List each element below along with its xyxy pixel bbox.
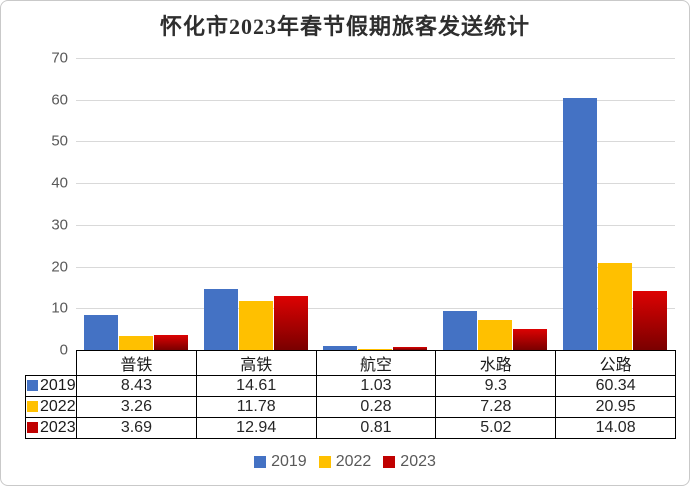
gridlines bbox=[76, 58, 675, 350]
table-header-row-el: 普铁 高铁 航空 水路 公路 bbox=[26, 350, 676, 376]
bar-2019-公路 bbox=[563, 98, 598, 350]
y-tick-label: 10 bbox=[51, 299, 68, 317]
table-value-cell: 9.3 bbox=[435, 375, 557, 397]
row-header-2023: 2023 bbox=[25, 417, 77, 439]
bar-2022-普铁 bbox=[118, 336, 153, 350]
table-header-航空: 航空 bbox=[315, 350, 437, 376]
gridline bbox=[76, 308, 675, 310]
chart-title: 怀化市2023年春节假期旅客发送统计 bbox=[159, 14, 530, 39]
legend-swatch-icon-2023 bbox=[383, 456, 396, 468]
table-value-cell: 14.61 bbox=[195, 375, 317, 397]
table-row-2023: 2023 3.69 12.94 0.81 5.02 14.08 bbox=[25, 417, 676, 439]
data-table: 普铁 高铁 航空 水路 公路 2019 8.43 14.61 1.03 9.3 60.34 2022… bbox=[25, 350, 676, 439]
legend-item-2022: 2022 bbox=[318, 453, 372, 471]
table-header-高铁: 高铁 bbox=[195, 350, 317, 376]
legend-item-2023: 2023 bbox=[383, 453, 436, 471]
y-axis-labels: 0 10 20 30 40 50 60 70 bbox=[1, 50, 68, 359]
bar-2023-公路 bbox=[633, 291, 668, 350]
legend-key-icon-2022 bbox=[27, 401, 38, 412]
table-row-2019: 2019 8.43 14.61 1.03 9.3 60.34 bbox=[25, 375, 676, 397]
bar-2022-公路 bbox=[598, 262, 633, 350]
legend-swatch-icon-2019 bbox=[254, 456, 267, 468]
row-header-label: 2022 bbox=[40, 398, 76, 415]
table-value-cell: 20.95 bbox=[555, 396, 676, 418]
gridline bbox=[76, 266, 675, 268]
bar-2019-普铁 bbox=[83, 314, 118, 350]
table-value-cell: 0.28 bbox=[315, 396, 437, 418]
gridline bbox=[76, 224, 675, 226]
table-value-cell: 14.08 bbox=[555, 417, 676, 439]
legend-item-2019: 2019 bbox=[254, 453, 307, 471]
y-tick-label: 70 bbox=[51, 49, 68, 67]
legend-key-icon-2019 bbox=[27, 380, 38, 391]
y-tick-label: 0 bbox=[59, 341, 68, 359]
table-body: 2019 8.43 14.61 1.03 9.3 60.34 2022 3.26 11.78 0.… bbox=[25, 375, 676, 439]
bar-groups bbox=[76, 58, 675, 350]
bar-2022-航空 bbox=[358, 348, 393, 350]
bar-2022-水路 bbox=[478, 319, 513, 350]
table-value-cell: 1.03 bbox=[315, 375, 437, 397]
table-value-cell: 5.02 bbox=[435, 417, 557, 439]
gridline bbox=[76, 58, 675, 59]
table-header-水路: 水路 bbox=[435, 350, 557, 376]
table-value-cell: 12.94 bbox=[195, 417, 317, 439]
y-tick-label: 50 bbox=[51, 132, 68, 150]
table-value-cell: 3.26 bbox=[76, 396, 197, 418]
table-header-普铁: 普铁 bbox=[76, 350, 197, 376]
bar-group-高铁 bbox=[196, 58, 316, 350]
bar-group-水路 bbox=[435, 58, 555, 350]
table-header-公路: 公路 bbox=[555, 350, 676, 376]
table-value-cell: 3.69 bbox=[76, 417, 197, 439]
bar-2022-高铁 bbox=[238, 300, 273, 350]
legend-label-2023: 2023 bbox=[400, 453, 436, 470]
bar-2023-水路 bbox=[513, 329, 548, 350]
table-value-cell: 60.34 bbox=[555, 375, 676, 397]
bar-2023-高铁 bbox=[273, 296, 308, 350]
legend-swatch-icon-2022 bbox=[318, 456, 331, 468]
bar-group-公路 bbox=[555, 58, 675, 350]
legend-label-2019: 2019 bbox=[271, 453, 307, 470]
y-tick-label: 60 bbox=[51, 91, 68, 109]
table-value-cell: 0.81 bbox=[315, 417, 437, 439]
y-tick-label: 40 bbox=[51, 174, 68, 192]
row-header-label: 2023 bbox=[40, 419, 76, 436]
bar-group-航空 bbox=[316, 58, 436, 350]
table-corner-cell bbox=[26, 351, 77, 376]
legend-key-icon-2023 bbox=[27, 422, 38, 433]
y-tick-label: 20 bbox=[51, 258, 68, 276]
legend: 2019 2022 2023 bbox=[1, 453, 689, 471]
bar-2019-航空 bbox=[323, 345, 358, 350]
bar-2023-航空 bbox=[393, 346, 428, 350]
row-header-2022: 2022 bbox=[25, 396, 77, 418]
gridline bbox=[76, 183, 675, 185]
gridline bbox=[76, 141, 675, 143]
legend-label-2022: 2022 bbox=[335, 453, 372, 470]
gridline bbox=[76, 99, 675, 101]
bar-2019-水路 bbox=[443, 311, 478, 350]
table-value-cell: 8.43 bbox=[76, 375, 197, 397]
table-value-cell: 11.78 bbox=[195, 396, 317, 418]
bar-2019-高铁 bbox=[203, 289, 238, 350]
row-header-label: 2019 bbox=[40, 377, 76, 394]
table-value-cell: 7.28 bbox=[435, 396, 557, 418]
bar-group-普铁 bbox=[76, 58, 196, 350]
plot-area bbox=[76, 58, 675, 350]
row-header-2019: 2019 bbox=[25, 375, 77, 397]
bar-2023-普铁 bbox=[153, 334, 188, 350]
y-tick-label: 30 bbox=[51, 216, 68, 234]
table-row-2022: 2022 3.26 11.78 0.28 7.28 20.95 bbox=[25, 396, 676, 418]
